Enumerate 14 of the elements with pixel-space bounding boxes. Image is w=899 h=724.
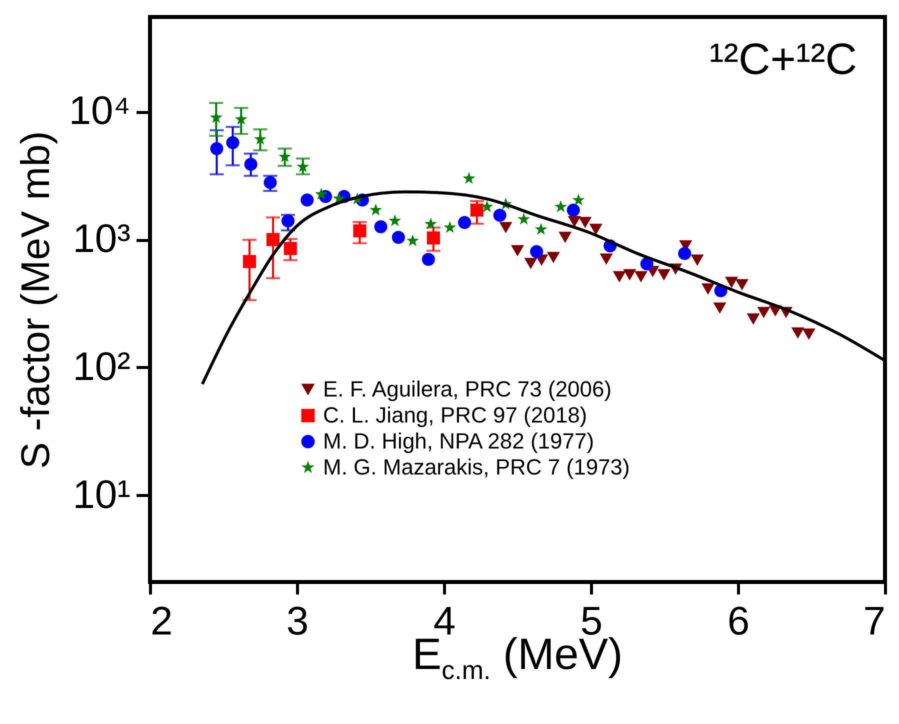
annotation: ¹²C+¹²C xyxy=(709,35,857,84)
y-tick-label: 10³ xyxy=(72,217,130,262)
x-tick-label: 7 xyxy=(863,600,886,644)
legend-label: E. F. Aguilera, PRC 73 (2006) xyxy=(323,376,612,402)
y-tick-label: 10⁴ xyxy=(68,89,130,134)
legend-label: M. G. Mazarakis, PRC 7 (1973) xyxy=(323,454,630,480)
x-tick-label: 2 xyxy=(150,600,173,644)
y-tick-label: 10¹ xyxy=(72,472,130,517)
legend-label: C. L. Jiang, PRC 97 (2018) xyxy=(323,402,588,428)
x-tick-label: 6 xyxy=(727,600,750,644)
x-tick-label: 3 xyxy=(286,600,309,644)
y-tick-label: 10² xyxy=(72,344,130,389)
y-axis-title: S -factor (MeV mb) xyxy=(14,131,58,469)
legend-label: M. D. High, NPA 282 (1977) xyxy=(323,428,594,454)
